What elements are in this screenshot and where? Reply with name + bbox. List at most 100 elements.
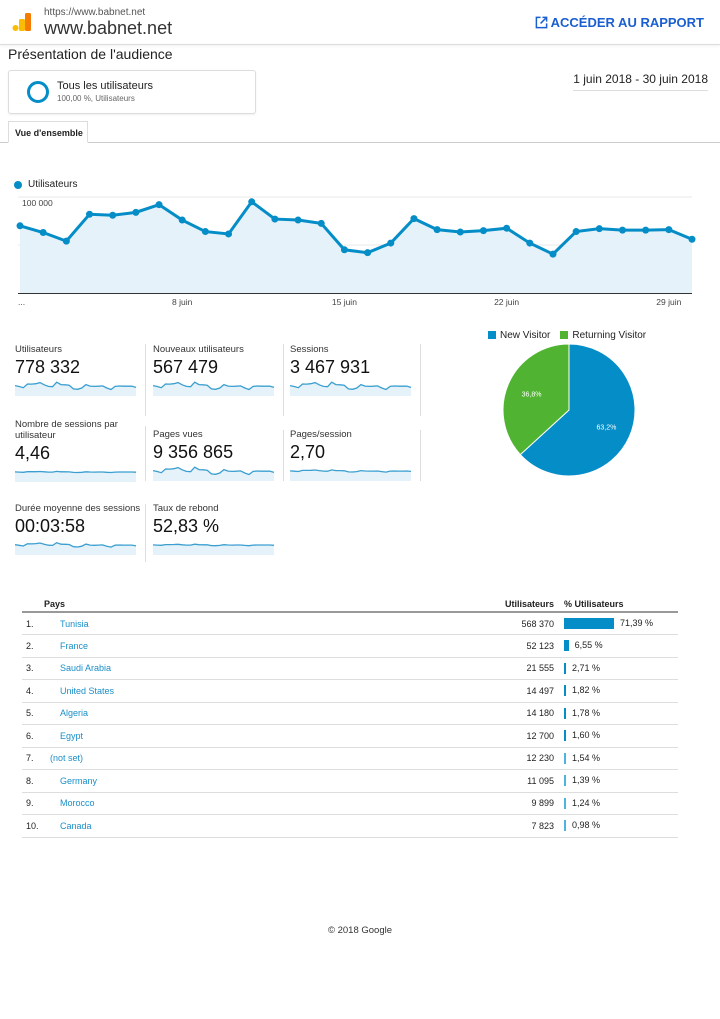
metric-label: Nouveaux utilisateurs <box>153 344 244 355</box>
metric-sparkline <box>153 543 275 555</box>
data-point[interactable] <box>155 201 163 209</box>
row-pct: 1,60 % <box>572 730 601 741</box>
data-point[interactable] <box>109 211 117 219</box>
col-country[interactable]: Pays <box>22 596 327 613</box>
sparkline-line <box>290 469 412 473</box>
row-country: Canada <box>44 814 327 838</box>
site-url: https://www.babnet.net <box>44 7 146 18</box>
pie-slice-new[interactable] <box>519 343 636 477</box>
sparkline-line <box>290 381 412 391</box>
data-point[interactable] <box>572 228 580 236</box>
tab-overview[interactable]: Vue d'ensemble <box>8 121 88 143</box>
open-report-link[interactable]: ACCÉDER AU RAPPORT <box>535 15 704 30</box>
data-point[interactable] <box>549 250 557 258</box>
country-link[interactable]: Canada <box>60 820 92 831</box>
row-pct-cell: 1,78 % <box>564 702 678 725</box>
country-link[interactable]: Saudi Arabia <box>60 663 112 674</box>
data-point[interactable] <box>62 237 70 245</box>
visitor-type-pie-chart: 63,2% 36,8% <box>502 343 636 477</box>
metric-card: Nombre de sessions par utilisateur 4,46 <box>15 419 145 482</box>
col-users[interactable]: Utilisateurs <box>326 596 564 613</box>
metric-sparkline <box>15 541 137 555</box>
col-pct[interactable]: % Utilisateurs <box>564 596 678 613</box>
data-point[interactable] <box>271 215 279 223</box>
row-rank: 10. <box>22 814 44 838</box>
country-link[interactable]: Germany <box>60 775 98 786</box>
country-link[interactable]: Algeria <box>60 708 89 719</box>
pct-bar <box>564 707 566 719</box>
data-point[interactable] <box>248 198 256 206</box>
data-point[interactable] <box>201 228 209 236</box>
data-point[interactable] <box>317 219 325 227</box>
row-country: Algeria <box>44 702 327 725</box>
sparkline-area <box>153 544 274 555</box>
y-tick-label: 100 000 <box>22 198 53 208</box>
data-point[interactable] <box>665 226 673 234</box>
data-point[interactable] <box>178 216 186 224</box>
table-row: 1. Tunisia 568 370 71,39 % <box>22 612 678 635</box>
data-point[interactable] <box>340 246 348 254</box>
row-pct: 71,39 % <box>620 617 654 628</box>
row-country: Saudi Arabia <box>44 657 327 680</box>
data-point[interactable] <box>86 210 94 218</box>
data-point[interactable] <box>410 215 418 223</box>
row-pct: 1,24 % <box>572 797 601 808</box>
row-country: Tunisia <box>44 612 327 635</box>
data-point[interactable] <box>387 239 395 247</box>
metric-value: 4,46 <box>15 443 51 463</box>
data-point[interactable] <box>364 249 372 257</box>
pct-bar <box>564 618 614 630</box>
country-link[interactable]: France <box>60 640 89 651</box>
row-pct: 1,78 % <box>572 707 601 718</box>
metric-value: 567 479 <box>153 357 219 377</box>
metric-sparkline <box>153 381 275 396</box>
data-point[interactable] <box>479 227 487 235</box>
table-row: 2. France 52 123 6,55 % <box>22 634 678 658</box>
country-link[interactable]: United States <box>60 685 115 696</box>
data-point[interactable] <box>503 224 511 232</box>
data-point[interactable] <box>225 230 233 238</box>
data-point[interactable] <box>526 239 534 247</box>
row-users: 568 370 <box>326 612 564 635</box>
legend-returning-visitor: Returning Visitor <box>560 330 646 341</box>
row-pct-cell: 1,39 % <box>564 769 678 793</box>
pct-bar <box>564 662 566 674</box>
row-country: Germany <box>44 769 327 793</box>
row-pct-cell: 1,54 % <box>564 747 678 770</box>
row-users: 21 555 <box>326 657 564 680</box>
data-point[interactable] <box>618 226 626 234</box>
country-link[interactable]: (not set) <box>50 753 84 764</box>
data-point[interactable] <box>294 216 302 224</box>
data-point[interactable] <box>595 225 603 233</box>
series-line <box>19 199 693 256</box>
sparkline-area <box>290 469 411 481</box>
data-point[interactable] <box>642 226 650 234</box>
country-link[interactable]: Tunisia <box>60 618 89 629</box>
data-point[interactable] <box>433 226 441 234</box>
data-point[interactable] <box>39 229 47 237</box>
row-users: 12 700 <box>326 724 564 748</box>
metric-divider <box>420 344 421 416</box>
date-range-picker[interactable]: 1 juin 2018 - 30 juin 2018 <box>573 72 708 91</box>
pie-slice-returning[interactable] <box>502 343 570 456</box>
metric-label: Durée moyenne des sessions <box>15 503 141 514</box>
data-point[interactable] <box>688 235 696 243</box>
row-rank: 1. <box>22 612 44 635</box>
tab-divider <box>0 142 720 143</box>
open-in-new-icon <box>535 16 547 29</box>
legend-label: New Visitor <box>500 330 551 341</box>
country-link[interactable]: Egypt <box>60 730 84 741</box>
country-link[interactable]: Morocco <box>60 798 95 809</box>
data-point[interactable] <box>132 208 140 216</box>
sparkline-line <box>153 466 275 476</box>
x-tick-label: 15 juin <box>332 297 357 307</box>
row-country: Egypt <box>44 724 327 748</box>
pct-bar <box>564 775 566 787</box>
data-point[interactable] <box>456 228 464 236</box>
pie-slice-label: 36,8% <box>522 392 542 399</box>
data-point[interactable] <box>16 222 24 230</box>
table-row: 6. Egypt 12 700 1,60 % <box>22 724 678 748</box>
metric-divider <box>145 344 146 416</box>
segment-card[interactable]: Tous les utilisateurs 100,00 %, Utilisat… <box>8 70 256 114</box>
metric-card: Pages vues 9 356 865 <box>153 429 283 481</box>
